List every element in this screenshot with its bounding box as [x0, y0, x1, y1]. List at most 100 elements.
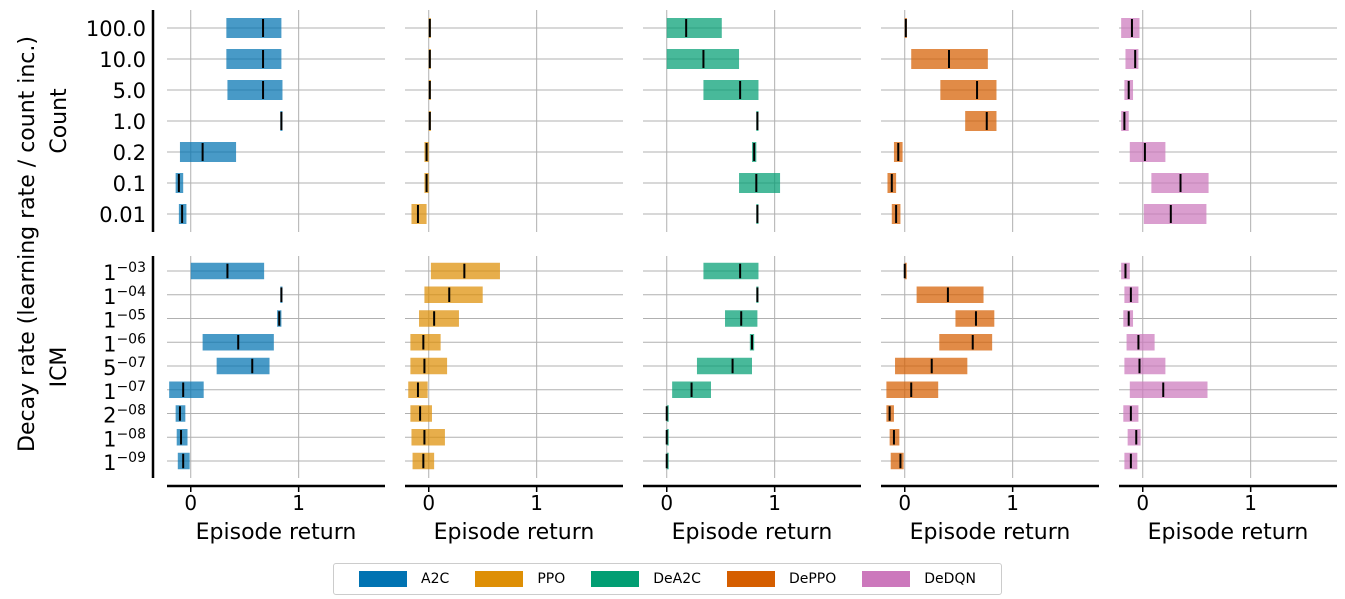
- x-tick-label: 1: [1006, 491, 1019, 515]
- tick-base: 1: [103, 261, 116, 285]
- bar: [1125, 49, 1139, 69]
- tick-exponent: −03: [116, 260, 146, 276]
- tick-base: 1: [103, 451, 116, 475]
- bar: [886, 381, 939, 398]
- bar: [965, 111, 997, 131]
- panel-count-dea2c: [643, 10, 861, 232]
- legend-label: PPO: [537, 571, 566, 587]
- tick-base: 1: [103, 332, 116, 356]
- y-tick-label: 0.01: [99, 203, 146, 227]
- y-tick-label: 5−07: [103, 355, 146, 380]
- tick-exponent: −08: [116, 426, 146, 442]
- panel-icm-ppo: 0 1 Episode return: [405, 256, 623, 545]
- x-tick-label: 1: [292, 491, 305, 515]
- panel-count-a2c: [167, 10, 385, 232]
- bar: [939, 334, 993, 351]
- x-tick-label: 0: [898, 491, 911, 515]
- x-axis-label: Episode return: [1148, 520, 1309, 545]
- legend-swatch: [359, 571, 408, 587]
- y-tick-label: 2−08: [103, 403, 146, 428]
- y-tick-label: 1.0: [113, 110, 146, 134]
- group-label-icm: ICM: [47, 347, 72, 388]
- y-tick-label: 1−06: [103, 331, 146, 356]
- legend-swatch: [726, 571, 775, 587]
- bar: [411, 204, 427, 224]
- bar: [410, 405, 432, 422]
- x-tick-label: 1: [530, 491, 543, 515]
- bar: [666, 18, 722, 38]
- bar: [1126, 334, 1155, 351]
- y-tick-label: 1−04: [103, 284, 146, 309]
- y-tick-label: 1−08: [103, 426, 146, 451]
- bar: [179, 142, 237, 162]
- bar: [424, 286, 483, 303]
- bar: [696, 357, 752, 375]
- tick-exponent: −07: [116, 379, 146, 395]
- tick-base: 2: [103, 404, 116, 428]
- y-tick-label: 0.1: [113, 172, 146, 196]
- x-tick-label: 0: [1136, 491, 1149, 515]
- legend-label: DeA2C: [653, 571, 701, 587]
- x-axis-label: Episode return: [434, 520, 595, 545]
- tick-base: 5: [103, 356, 116, 380]
- y-tick-label: 1−03: [103, 260, 146, 285]
- panel-icm-dedqn: 0 1 Episode return: [1119, 256, 1337, 545]
- tick-exponent: −05: [116, 308, 146, 324]
- tick-exponent: −06: [116, 331, 146, 347]
- x-tick-label: 0: [422, 491, 435, 515]
- bar: [955, 310, 995, 327]
- bar: [1143, 204, 1207, 224]
- tick-exponent: −08: [116, 403, 146, 419]
- bar: [169, 381, 204, 398]
- tick-base: 1: [103, 285, 116, 309]
- x-tick-label: 1: [768, 491, 781, 515]
- panel-count-dedqn: [1119, 10, 1337, 232]
- bar: [739, 173, 781, 193]
- y-tick-label: 5.0: [113, 79, 146, 103]
- legend-item-deppo: DePPO: [726, 571, 836, 587]
- bar: [1121, 18, 1140, 38]
- panel-icm-deppo: 0 1 Episode return: [881, 256, 1099, 545]
- y-axis-label: Decay rate (learning rate / count inc.): [15, 36, 40, 452]
- x-tick-label: 0: [660, 491, 673, 515]
- group-label-count: Count: [47, 88, 72, 154]
- legend: A2C PPO DeA2C DePPO DeDQN: [333, 563, 1002, 595]
- legend-swatch: [591, 571, 640, 587]
- legend-item-a2c: A2C: [359, 571, 449, 587]
- bar: [227, 80, 283, 100]
- legend-item-ppo: PPO: [475, 571, 565, 587]
- bar: [890, 452, 904, 470]
- bar: [226, 18, 282, 38]
- tick-exponent: −07: [116, 355, 146, 371]
- bar: [430, 262, 500, 280]
- tick-exponent: −09: [116, 450, 146, 466]
- bar: [1124, 357, 1166, 375]
- legend-label: A2C: [421, 571, 450, 587]
- panel-icm-dea2c: 0 1 Episode return: [643, 256, 861, 545]
- y-tick-label: 10.0: [99, 48, 146, 72]
- y-tick-label: 1−07: [103, 379, 146, 404]
- y-tick-label: 0.2: [113, 141, 146, 165]
- x-tick-label: 0: [184, 491, 197, 515]
- bar: [176, 429, 188, 446]
- panel-count-ppo: [405, 10, 623, 232]
- legend-item-dedqn: DeDQN: [862, 571, 976, 587]
- legend-swatch: [862, 571, 911, 587]
- x-axis-label: Episode return: [196, 520, 357, 545]
- legend-item-dea2c: DeA2C: [591, 571, 701, 587]
- bar: [226, 49, 282, 69]
- bar: [410, 334, 441, 351]
- y-tick-label: 1−05: [103, 308, 146, 333]
- panel-icm-a2c: 0 1 Episode return: [167, 256, 385, 545]
- x-axis-label: Episode return: [672, 520, 833, 545]
- x-axis-label: Episode return: [910, 520, 1071, 545]
- bar: [916, 286, 984, 303]
- bar: [419, 310, 459, 327]
- bar: [1129, 381, 1208, 398]
- tick-base: 1: [103, 380, 116, 404]
- bar: [410, 357, 448, 375]
- bar: [703, 262, 759, 280]
- bar: [940, 80, 997, 100]
- tick-exponent: −04: [116, 284, 146, 300]
